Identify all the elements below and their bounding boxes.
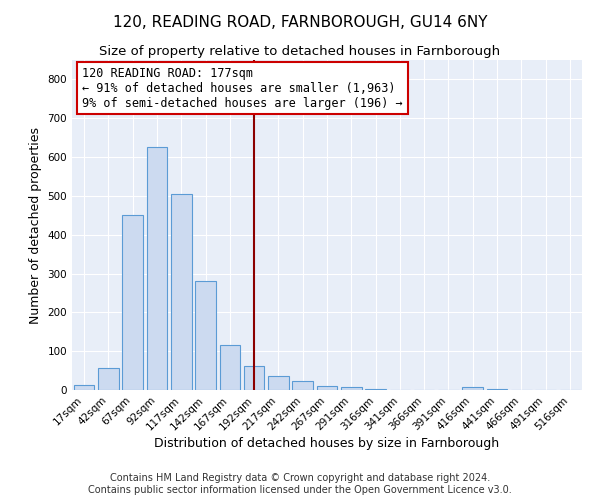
Bar bbox=[74, 386, 94, 390]
Text: Size of property relative to detached houses in Farnborough: Size of property relative to detached ho… bbox=[100, 45, 500, 58]
Bar bbox=[268, 376, 289, 390]
Text: Contains HM Land Registry data © Crown copyright and database right 2024.
Contai: Contains HM Land Registry data © Crown c… bbox=[88, 474, 512, 495]
Bar bbox=[98, 368, 119, 390]
Bar bbox=[195, 280, 216, 390]
Bar bbox=[220, 346, 240, 390]
Bar bbox=[463, 387, 483, 390]
Bar bbox=[341, 388, 362, 390]
Bar bbox=[292, 382, 313, 390]
Text: 120 READING ROAD: 177sqm
← 91% of detached houses are smaller (1,963)
9% of semi: 120 READING ROAD: 177sqm ← 91% of detach… bbox=[82, 66, 403, 110]
Bar bbox=[171, 194, 191, 390]
Y-axis label: Number of detached properties: Number of detached properties bbox=[29, 126, 42, 324]
Bar bbox=[146, 148, 167, 390]
Text: 120, READING ROAD, FARNBOROUGH, GU14 6NY: 120, READING ROAD, FARNBOROUGH, GU14 6NY bbox=[113, 15, 487, 30]
Bar bbox=[487, 389, 508, 390]
Bar bbox=[244, 366, 265, 390]
X-axis label: Distribution of detached houses by size in Farnborough: Distribution of detached houses by size … bbox=[154, 438, 500, 450]
Bar bbox=[317, 386, 337, 390]
Bar bbox=[122, 216, 143, 390]
Bar bbox=[365, 389, 386, 390]
